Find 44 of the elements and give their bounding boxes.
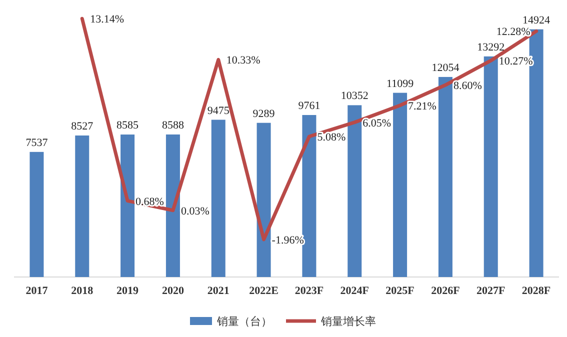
legend-label: 销量增长率 xyxy=(320,315,376,328)
data-label: 14924 xyxy=(522,14,551,26)
x-tick-label: 2026F xyxy=(431,285,460,297)
data-label: 9475 xyxy=(207,104,230,117)
x-tick-label: 2022E xyxy=(249,285,278,297)
data-label: 5.08% xyxy=(317,132,346,144)
data-label: 8585 xyxy=(116,120,140,132)
x-tick-label: 2024F xyxy=(340,285,370,297)
x-tick-label: 2023F xyxy=(294,285,324,297)
bar xyxy=(393,92,408,277)
bar xyxy=(256,122,271,277)
x-tick-label: 2017 xyxy=(26,285,48,297)
data-label: 7.21% xyxy=(408,100,436,112)
x-tick-label: 2020 xyxy=(162,285,184,297)
x-tick-label: 2027F xyxy=(476,285,506,297)
data-label: 13292 xyxy=(477,41,505,54)
data-label: 6.05% xyxy=(362,117,392,130)
x-tick-label: 2021 xyxy=(207,285,230,297)
bar xyxy=(484,56,498,277)
x-tick-label: 2028F xyxy=(522,285,551,297)
bar xyxy=(211,120,226,277)
data-label: 10352 xyxy=(340,90,368,102)
data-label: 9289 xyxy=(252,108,276,120)
legend-label: 销量（台） xyxy=(216,315,272,328)
data-label: 8527 xyxy=(71,120,94,132)
data-label: 7537 xyxy=(26,136,48,149)
x-tick-label: 2018 xyxy=(71,285,94,297)
bar xyxy=(166,134,180,277)
bar xyxy=(438,76,452,277)
x-tick-label: 2019 xyxy=(116,285,140,297)
bar xyxy=(30,152,44,277)
data-label: 12054 xyxy=(432,62,460,74)
data-label: 13.14% xyxy=(90,14,124,26)
data-label: 9761 xyxy=(298,100,320,112)
bar xyxy=(302,115,316,277)
data-label: 8588 xyxy=(162,119,184,132)
data-label: 0.03% xyxy=(180,205,210,218)
data-label: 10.33% xyxy=(226,54,260,67)
data-label: 11099 xyxy=(386,78,414,90)
data-label: 8.60% xyxy=(453,80,482,92)
bar xyxy=(75,135,90,277)
bar xyxy=(120,134,135,277)
x-tick-label: 2025F xyxy=(386,285,415,297)
bar xyxy=(348,105,362,277)
